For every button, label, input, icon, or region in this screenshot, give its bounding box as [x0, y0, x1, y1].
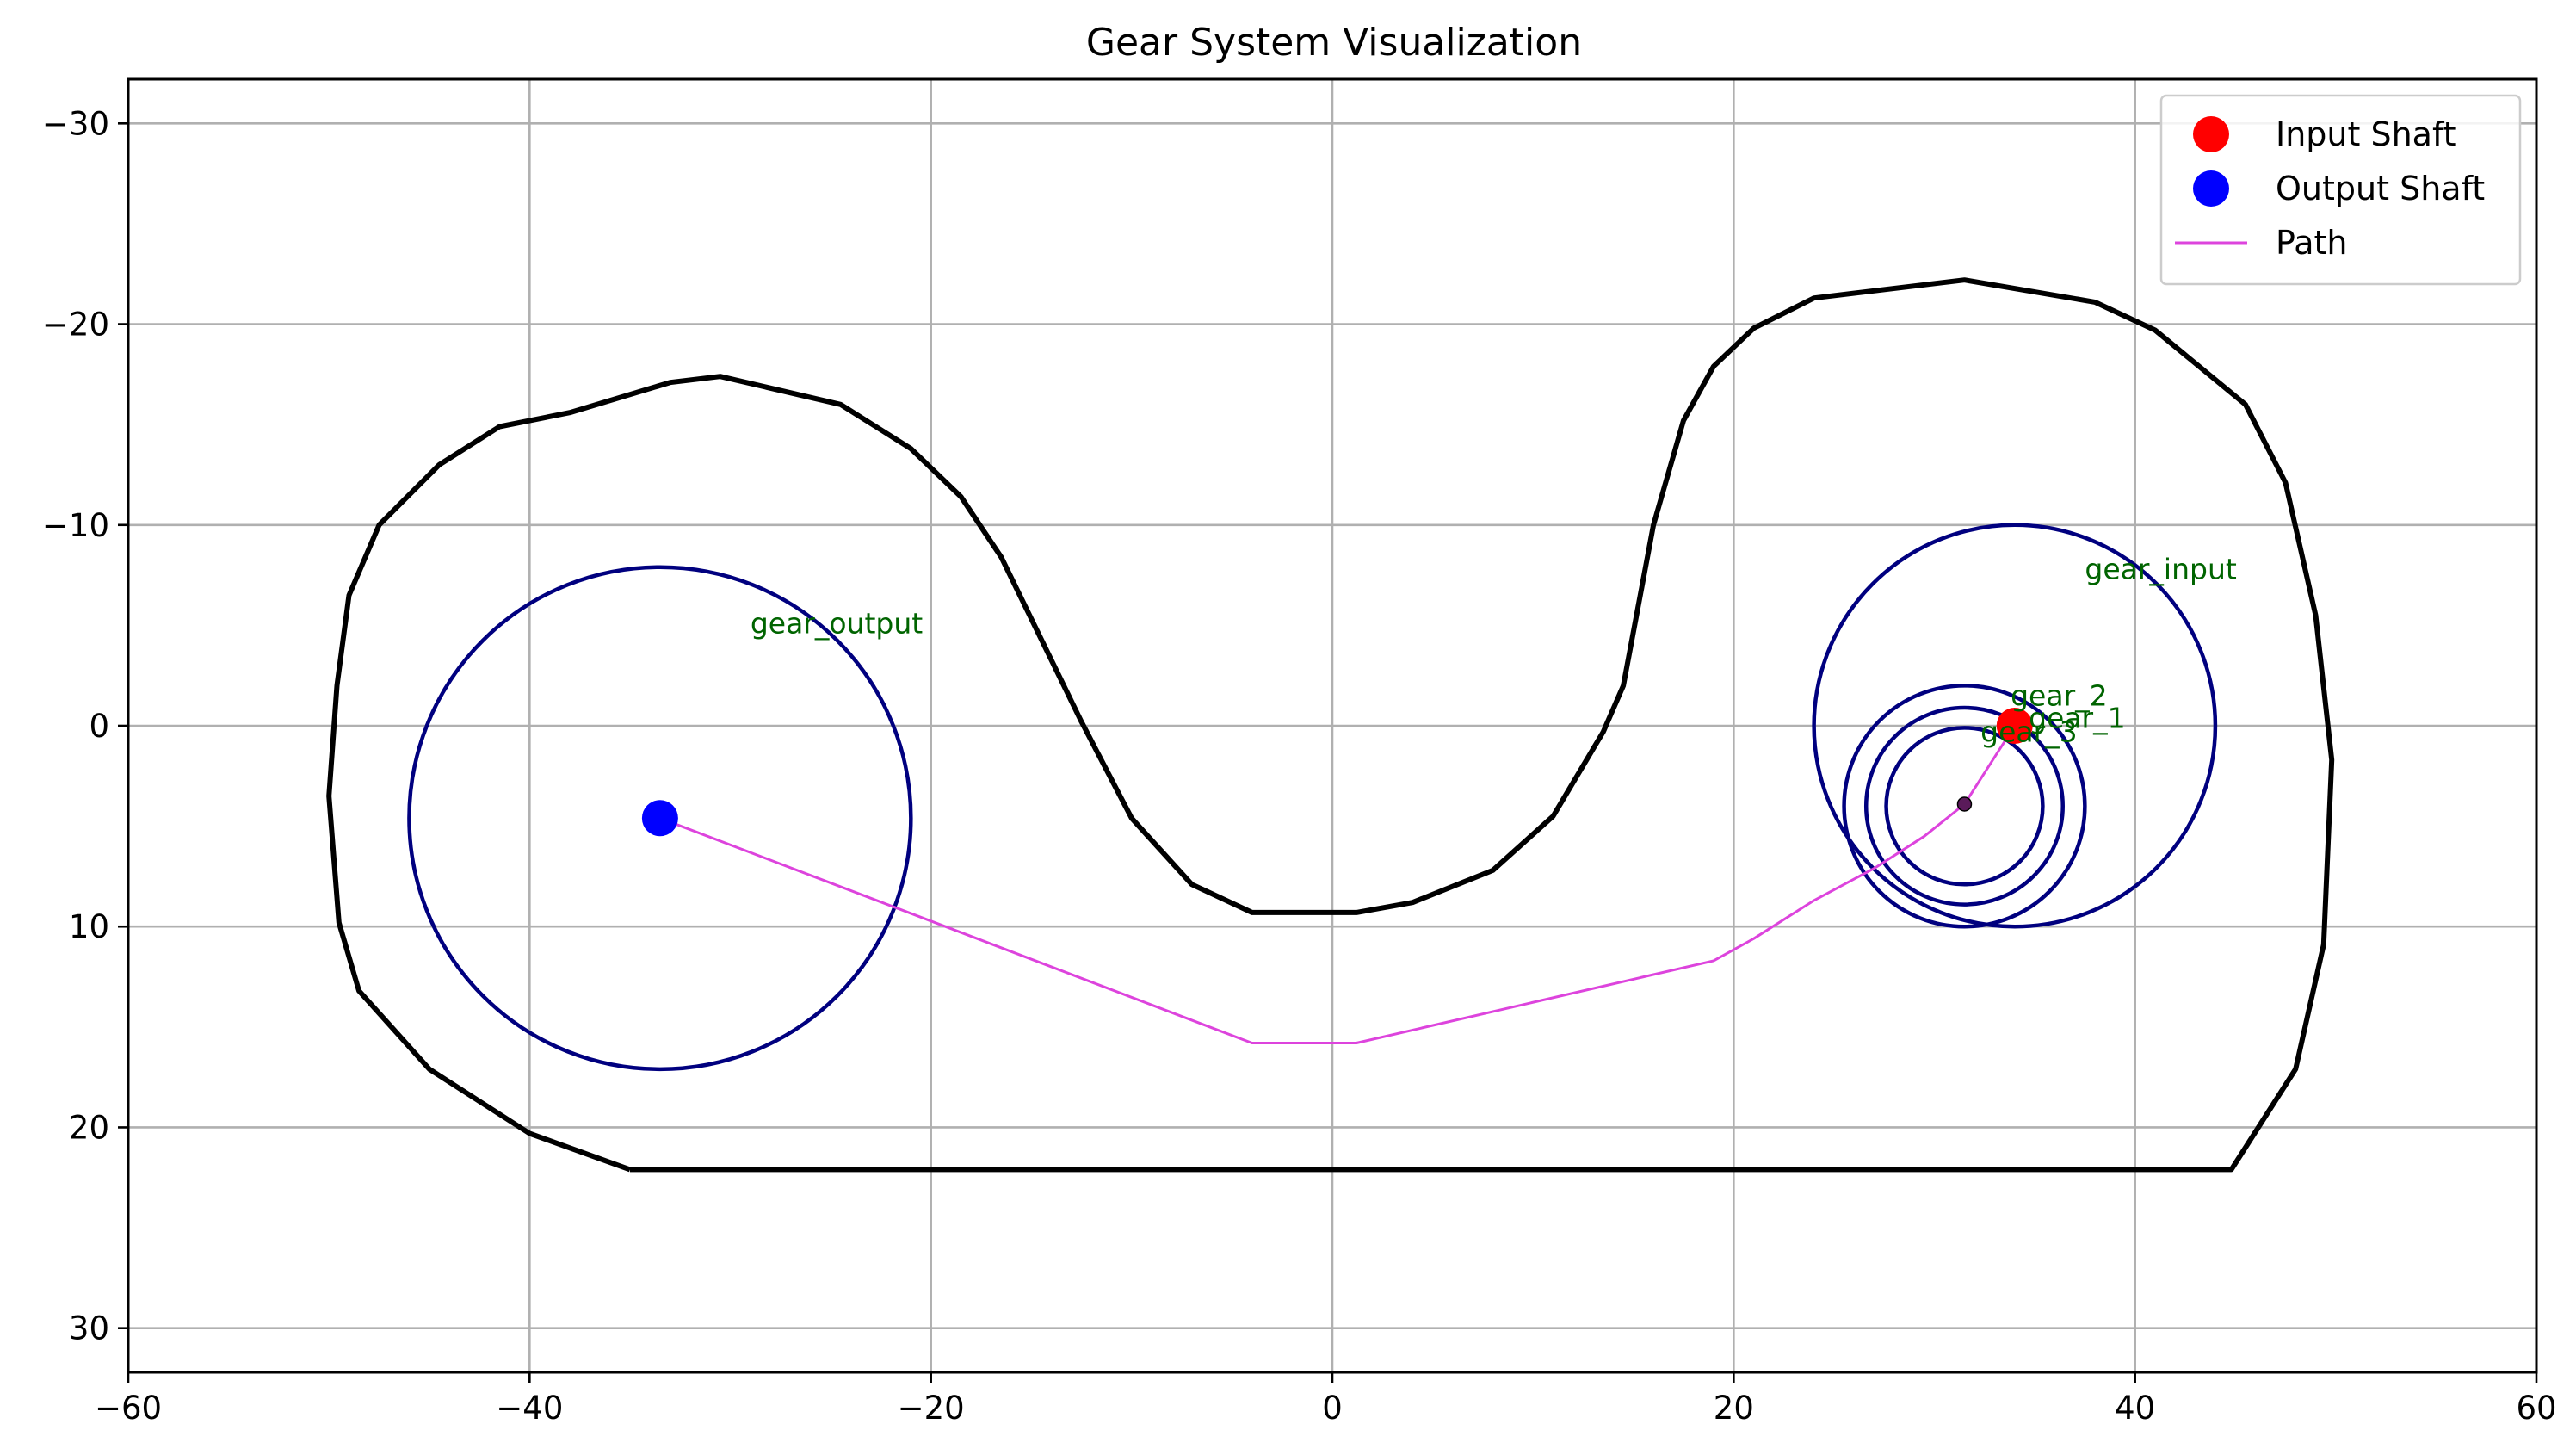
x-tick-label: −40 [496, 1390, 563, 1427]
chart-title: Gear System Visualization [1086, 21, 1582, 65]
gear-circle [1842, 684, 2087, 929]
center-marker [1956, 796, 1973, 812]
shaft-layer [641, 708, 2033, 837]
y-tick-label: 10 [69, 908, 109, 945]
output-shaft-dot [641, 800, 678, 837]
y-tick-label: −30 [42, 105, 109, 142]
gear-label: gear_output [751, 607, 923, 641]
legend-marker [2193, 170, 2229, 207]
y-tick-label: 20 [69, 1109, 109, 1146]
input-shaft-dot [1996, 708, 2033, 744]
y-tick-label: 30 [69, 1310, 109, 1347]
x-tick-label: 60 [2516, 1390, 2556, 1427]
gear-circle [1884, 726, 2045, 887]
legend-label: Output Shaft [2276, 170, 2485, 207]
gear-label: gear_input [2085, 553, 2236, 586]
grid-layer [127, 79, 2538, 1372]
boundary-layer [326, 277, 2335, 1173]
x-tick-label: 40 [2115, 1390, 2155, 1427]
legend-marker [2193, 116, 2229, 152]
legend: Input Shaft Output Shaft Path [2159, 94, 2522, 286]
legend-box [2159, 94, 2522, 286]
legend-label: Path [2276, 224, 2347, 262]
y-tick-label: 0 [89, 708, 109, 745]
tick-layer: −60 −40 −20 0 20 40 60 −30 −20 −10 0 10 20 30 [42, 105, 2557, 1427]
x-tick-label: 20 [1714, 1390, 1754, 1427]
gear-label: gear_1 [2029, 701, 2126, 734]
gear-label: gear_3 [1980, 715, 2078, 749]
path-line [659, 725, 2017, 1044]
x-tick-label: 0 [1322, 1390, 1343, 1427]
y-tick-label: −10 [42, 507, 109, 544]
legend-label: Input Shaft [2276, 115, 2456, 153]
gear-circle [1863, 705, 2065, 907]
x-tick-label: −20 [898, 1390, 965, 1427]
gear-circle [1812, 523, 2218, 929]
path-layer [659, 725, 2017, 1044]
boundary-outline [326, 277, 2335, 1173]
gear-layer [407, 523, 2218, 1072]
gear-circle [407, 565, 913, 1072]
gear-label: gear_2 [2011, 679, 2108, 713]
y-tick-label: −20 [42, 306, 109, 344]
x-tick-label: −60 [95, 1390, 162, 1427]
